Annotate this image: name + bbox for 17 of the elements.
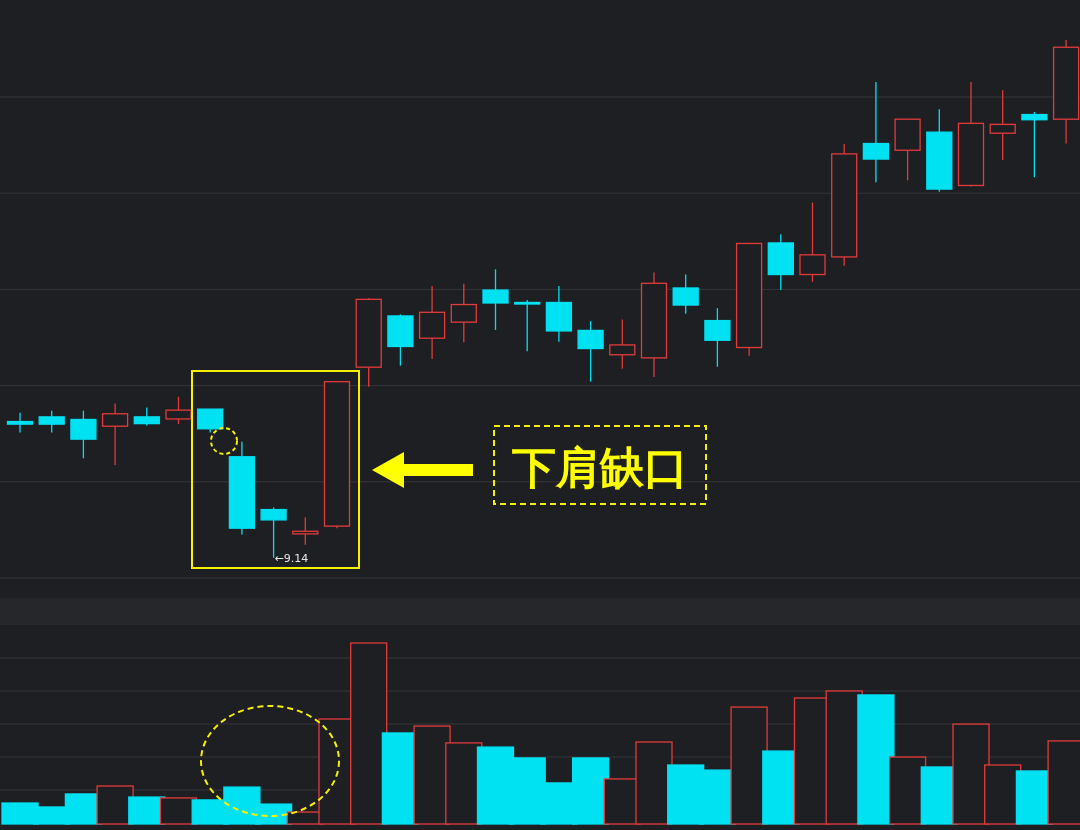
candlestick <box>957 81 985 187</box>
bar <box>857 694 895 825</box>
candlestick <box>640 271 668 378</box>
candlestick <box>418 285 446 360</box>
candlestick <box>450 283 477 343</box>
candlestick <box>482 268 509 331</box>
annotation: 下肩缺口 <box>512 442 688 493</box>
candlestick <box>228 441 256 536</box>
candlestick <box>6 412 34 434</box>
bar <box>730 706 768 825</box>
candlestick <box>1052 39 1080 145</box>
candlestick <box>545 285 573 343</box>
candlestick <box>862 81 890 184</box>
annotation: ←9.14 <box>274 551 309 565</box>
candlestick <box>989 89 1016 161</box>
candlestick <box>101 402 129 466</box>
candlestick <box>355 298 382 388</box>
